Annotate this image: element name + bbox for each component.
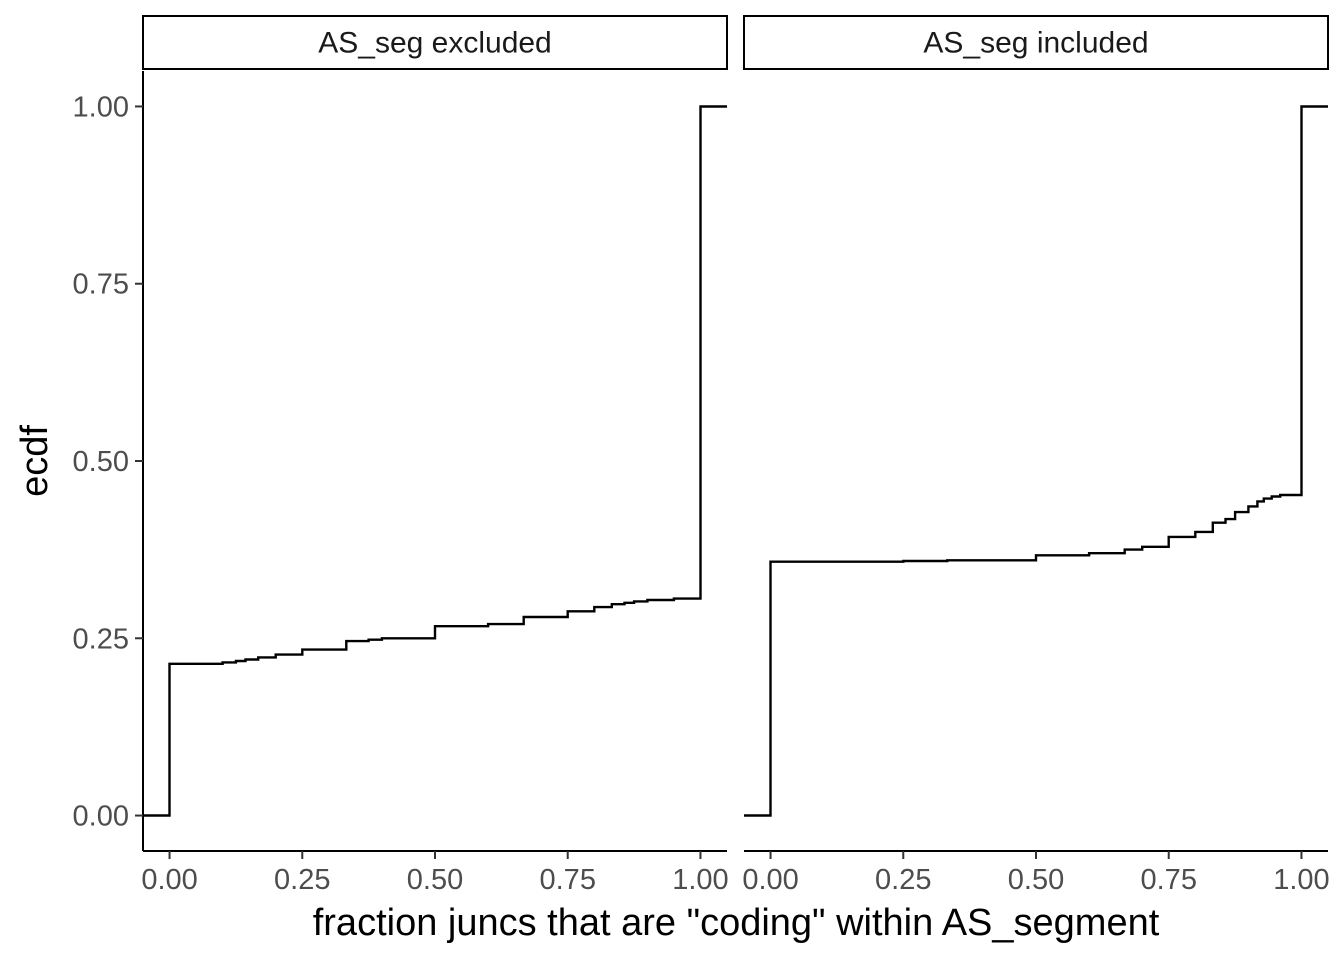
x-tick-label: 0.50 — [407, 864, 463, 896]
x-tick-label: 0.75 — [540, 864, 596, 896]
y-axis-title: ecdf — [14, 425, 56, 497]
x-tick-label: 0.50 — [1008, 864, 1064, 896]
ecdf-step-line — [143, 105, 727, 817]
x-tick-label: 0.75 — [1141, 864, 1197, 896]
y-tick-label: 0.75 — [73, 269, 129, 301]
facet-strip — [743, 15, 1329, 70]
facet-panel-1: AS_seg excluded 0.00 0.25 0.50 0.75 1.00 — [141, 15, 729, 896]
y-tick-label: 0.25 — [73, 623, 129, 655]
y-axis: 0.00 0.25 0.50 0.75 1.00 — [73, 71, 144, 851]
ecdf-step-line — [744, 105, 1328, 817]
y-tick-label: 1.00 — [73, 91, 129, 123]
facet-strip — [142, 15, 728, 70]
facet-strip-label: AS_seg included — [923, 27, 1148, 60]
y-tick-label: 0.50 — [73, 446, 129, 478]
facet-panel-2: AS_seg included 0.00 0.25 0.50 0.75 1.00 — [742, 15, 1330, 896]
y-tick-label: 0.00 — [73, 801, 129, 833]
x-tick-label: 1.00 — [1273, 864, 1329, 896]
x-tick-label: 0.25 — [875, 864, 931, 896]
facet-strip-label: AS_seg excluded — [318, 27, 552, 60]
x-tick-label: 0.00 — [141, 864, 197, 896]
x-tick-label: 0.25 — [274, 864, 330, 896]
x-axis-title: fraction juncs that are "coding" within … — [313, 902, 1160, 944]
x-tick-label: 0.00 — [742, 864, 798, 896]
x-tick-label: 1.00 — [672, 864, 728, 896]
